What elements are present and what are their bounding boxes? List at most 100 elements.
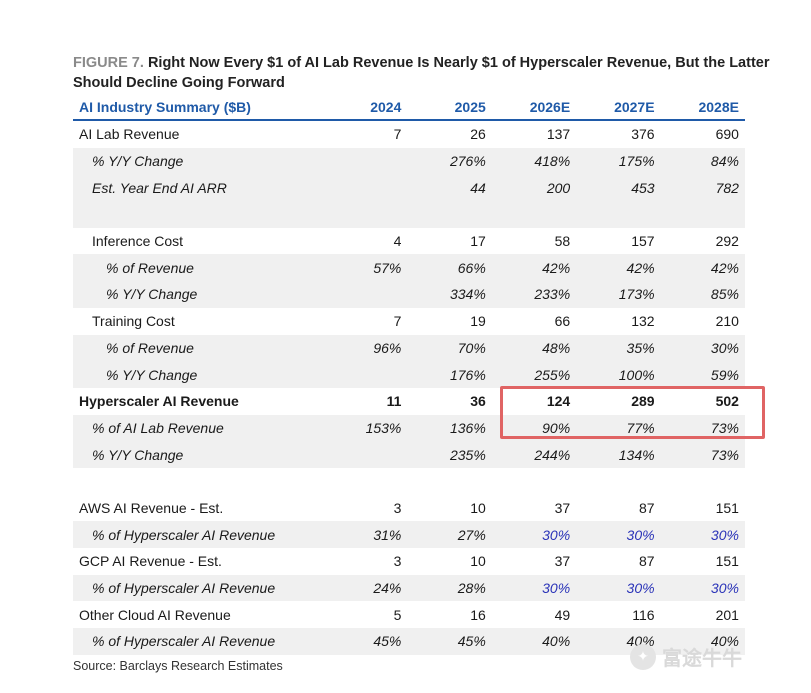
- table-header: AI Industry Summary ($B) 2024 2025 2026E…: [73, 95, 745, 121]
- row-label: AWS AI Revenue - Est.: [79, 499, 224, 516]
- table-row: % of Revenue 57% 66% 42% 42% 42%: [73, 254, 745, 282]
- cell-value: 57%: [373, 259, 402, 276]
- header-cell: 2028E: [698, 99, 739, 115]
- spacer-row: [73, 201, 745, 228]
- header-cell: 2026E: [529, 99, 571, 115]
- cell-value: 17: [470, 233, 486, 250]
- cell-value: 276%: [449, 153, 486, 170]
- cell-value: 44: [470, 179, 486, 196]
- cell-value: 235%: [449, 446, 486, 463]
- header-cell: 2024: [370, 99, 402, 115]
- row-label: % of AI Lab Revenue: [92, 419, 224, 436]
- cell-value: 453: [631, 179, 655, 196]
- cell-value: 289: [631, 393, 655, 410]
- cell-value: 132: [631, 313, 655, 330]
- row-label: % of Revenue: [106, 339, 194, 356]
- row-label: % Y/Y Change: [106, 286, 198, 303]
- watermark-text: 富途牛牛: [662, 648, 742, 670]
- cell-value: 210: [715, 313, 739, 330]
- cell-value: 292: [715, 233, 739, 250]
- cell-value: 49: [554, 606, 571, 623]
- row-label: Training Cost: [92, 313, 175, 330]
- cell-value: 87: [638, 499, 655, 516]
- table-row: GCP AI Revenue - Est. 3 10 37 87 151: [73, 548, 745, 575]
- cell-value: 24%: [373, 580, 402, 597]
- cell-value: 40%: [710, 633, 739, 650]
- cell-value: 16: [470, 606, 486, 623]
- watermark-logo-icon: ✦: [630, 643, 656, 670]
- highlight-box: [500, 386, 765, 439]
- cell-value: 201: [715, 606, 739, 623]
- cell-value: 137: [546, 126, 571, 143]
- cell-value: 30%: [626, 580, 655, 597]
- table-row: % Y/Y Change 235% 244% 134% 73%: [73, 441, 745, 468]
- table-row: Est. Year End AI ARR 44 200 453 782: [73, 174, 745, 202]
- cell-value: 96%: [373, 339, 402, 356]
- cell-value: 200: [546, 179, 571, 196]
- row-label: Other Cloud AI Revenue: [79, 606, 231, 623]
- source-note: Source: Barclays Research Estimates: [73, 659, 283, 673]
- row-label: Hyperscaler AI Revenue: [79, 393, 239, 410]
- table-row: Inference Cost 4 17 58 157 292: [73, 228, 745, 255]
- cell-value: 10: [470, 499, 486, 516]
- cell-value: 502: [715, 393, 739, 410]
- cell-value: 31%: [373, 526, 402, 543]
- cell-value: 84%: [710, 153, 739, 170]
- cell-value: 87: [638, 553, 655, 570]
- table-row: Hyperscaler AI Revenue 11 36 124 289 502: [73, 388, 745, 415]
- cell-value: 66%: [457, 259, 486, 276]
- cell-value: 3: [393, 499, 402, 516]
- table-row: AI Lab Revenue 7 26 137 376 690: [73, 121, 745, 148]
- table-row: Training Cost 7 19 66 132 210: [73, 308, 745, 335]
- cell-value: 59%: [710, 366, 739, 383]
- cell-value: 244%: [534, 446, 571, 463]
- cell-value: 173%: [618, 286, 655, 303]
- cell-value: 7: [393, 313, 402, 330]
- header-cell: 2027E: [614, 99, 655, 115]
- cell-value: 42%: [626, 259, 655, 276]
- cell-value: 153%: [365, 419, 402, 436]
- cell-value: 100%: [618, 366, 655, 383]
- cell-value: 5: [393, 606, 402, 623]
- table-row: % of Revenue 96% 70% 48% 35% 30%: [73, 334, 745, 362]
- cell-value: 4: [393, 233, 402, 250]
- cell-value: 30%: [710, 580, 739, 597]
- cell-value: 334%: [449, 286, 486, 303]
- cell-value: 35%: [626, 339, 655, 356]
- header-cell: AI Industry Summary ($B): [79, 99, 251, 115]
- cell-value: 7: [393, 126, 402, 143]
- row-label: % of Hyperscaler AI Revenue: [92, 526, 276, 543]
- cell-value: 70%: [457, 339, 486, 356]
- row-label: % of Revenue: [106, 259, 194, 276]
- spacer-row: [73, 468, 745, 495]
- cell-value: 37: [554, 499, 571, 516]
- table-row: % Y/Y Change 176% 255% 100% 59%: [73, 361, 745, 388]
- cell-value: 40%: [542, 633, 571, 650]
- cell-value: 11: [386, 393, 402, 410]
- cell-value: 136%: [449, 419, 486, 436]
- cell-value: 376: [631, 126, 655, 143]
- cell-value: 26: [470, 126, 486, 143]
- cell-value: 690: [715, 126, 739, 143]
- cell-value: 30%: [710, 526, 739, 543]
- row-label: GCP AI Revenue - Est.: [79, 553, 222, 570]
- cell-value: 124: [546, 393, 571, 410]
- cell-value: 36: [470, 393, 486, 410]
- cell-value: 255%: [534, 366, 571, 383]
- table-row: % Y/Y Change 276% 418% 175% 84%: [73, 147, 745, 175]
- figure-title: FIGURE 7. Right Now Every $1 of AI Lab R…: [73, 53, 773, 93]
- cell-value: 19: [470, 313, 486, 330]
- cell-value: 175%: [618, 153, 655, 170]
- row-label: Inference Cost: [92, 233, 184, 250]
- cell-value: 42%: [710, 259, 739, 276]
- cell-value: 90%: [542, 419, 571, 436]
- cell-value: 28%: [457, 580, 486, 597]
- cell-value: 45%: [457, 633, 486, 650]
- cell-value: 3: [393, 553, 402, 570]
- row-label: Est. Year End AI ARR: [92, 179, 227, 196]
- row-label: % of Hyperscaler AI Revenue: [92, 633, 276, 650]
- row-label: % Y/Y Change: [106, 366, 198, 383]
- cell-value: 157: [631, 233, 655, 250]
- cell-value: 48%: [542, 339, 571, 356]
- figure-label: FIGURE 7.: [73, 55, 144, 71]
